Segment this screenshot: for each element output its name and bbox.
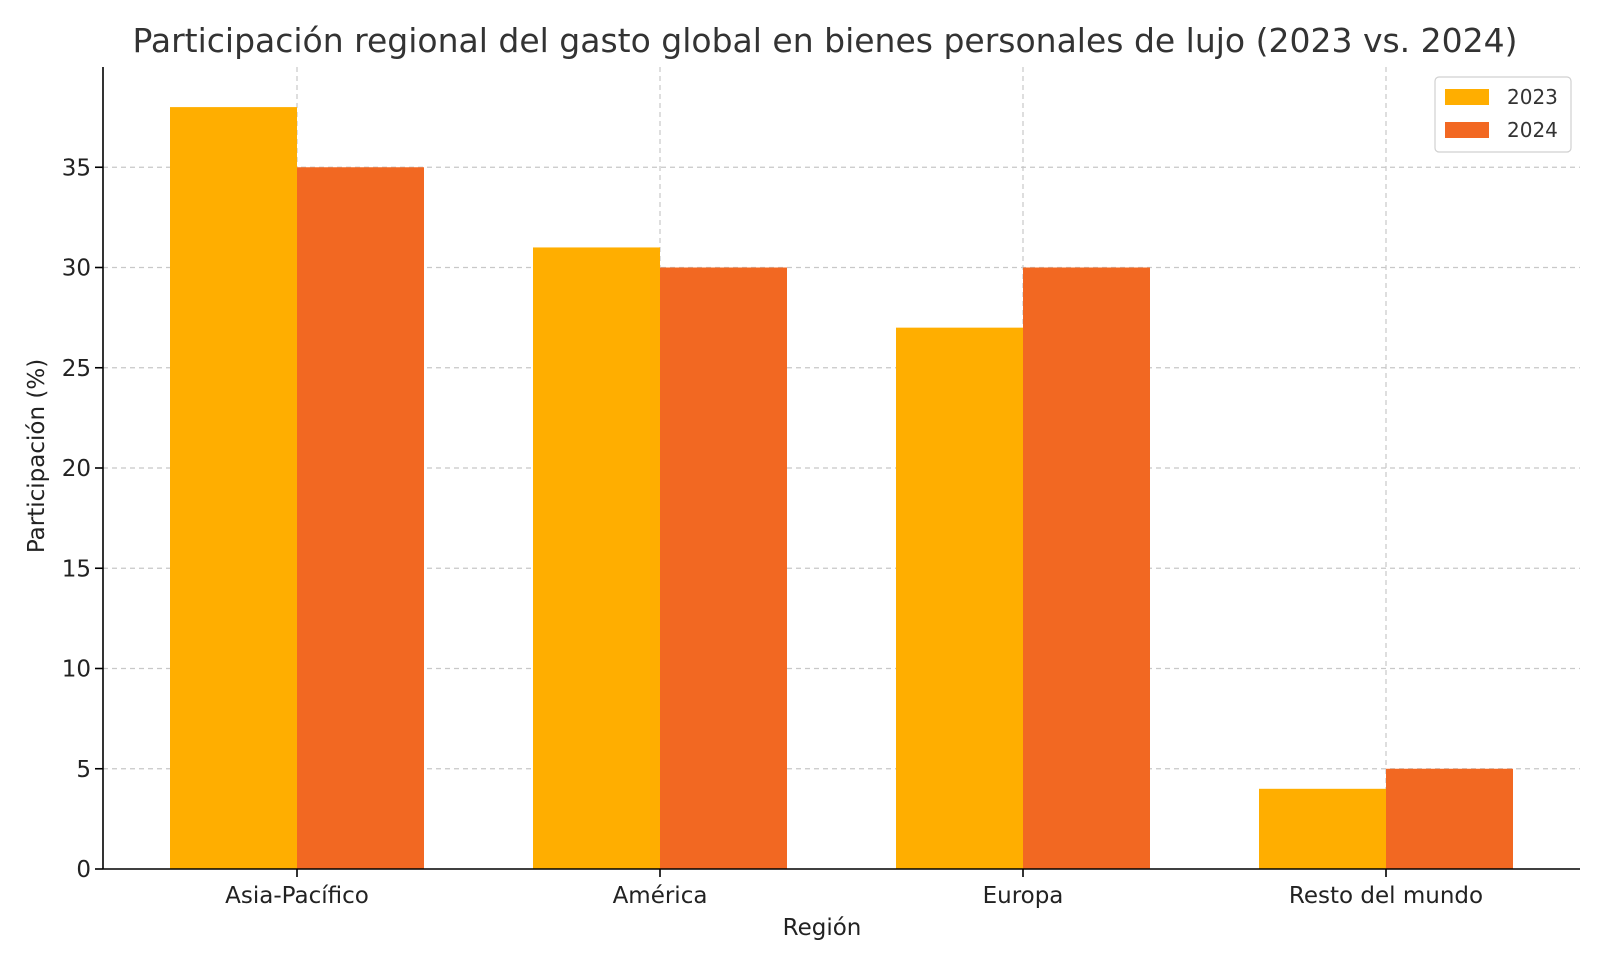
y-tick-label: 35 xyxy=(62,155,91,181)
y-tick-label: 10 xyxy=(62,657,91,683)
legend-swatch xyxy=(1445,122,1489,138)
x-tick-label: Europa xyxy=(983,883,1064,909)
bar-2023-3 xyxy=(1259,788,1386,869)
x-tick-label: América xyxy=(613,883,708,909)
y-tick-label: 20 xyxy=(62,456,91,482)
y-tick-label: 5 xyxy=(76,757,91,783)
legend-label: 2024 xyxy=(1507,118,1558,142)
y-tick-label: 25 xyxy=(62,356,91,382)
bar-2023-2 xyxy=(896,327,1023,869)
legend-swatch xyxy=(1445,89,1489,105)
y-axis-label: Participación (%) xyxy=(24,359,50,553)
x-tick-label: Asia-Pacífico xyxy=(225,883,369,909)
bar-2024-3 xyxy=(1386,768,1513,869)
bar-2024-1 xyxy=(660,267,787,869)
x-tick-label: Resto del mundo xyxy=(1289,883,1483,909)
bar-2023-1 xyxy=(533,247,660,869)
chart-title: Participación regional del gasto global … xyxy=(132,21,1517,60)
tick-labels: 0 5 10 15 20 25 30 35 Asia-Pacífico América Europa… xyxy=(62,155,1483,909)
bar-2024-0 xyxy=(297,167,424,869)
y-tick-label: 15 xyxy=(62,556,91,582)
bar-2024-2 xyxy=(1023,267,1150,869)
legend-label: 2023 xyxy=(1507,85,1558,109)
bars xyxy=(170,107,1513,870)
axes xyxy=(95,67,1580,877)
x-axis-label: Región xyxy=(783,915,862,941)
y-tick-label: 30 xyxy=(62,256,91,282)
y-tick-label: 0 xyxy=(76,857,91,883)
bar-2023-0 xyxy=(170,107,297,870)
legend: 2023 2024 xyxy=(1434,76,1572,153)
